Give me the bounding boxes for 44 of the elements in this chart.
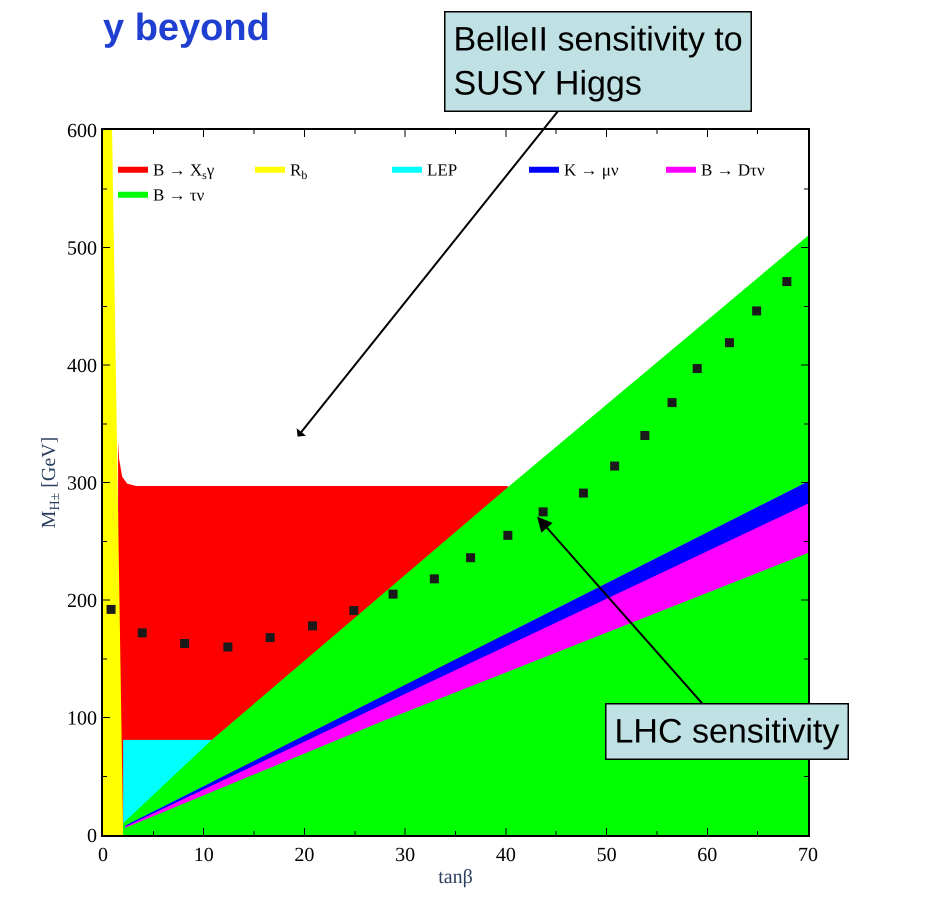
point (640, 431, 650, 440)
y-tick-label: 200 (67, 590, 97, 612)
point (223, 642, 232, 652)
y-tick-label: 0 (87, 825, 97, 847)
legend-label: R$_{b}$ (290, 160, 308, 182)
point (266, 633, 275, 642)
point (724, 338, 734, 348)
y-tick-label: 400 (67, 355, 97, 377)
x-tick-label: 20 (294, 844, 314, 866)
legend-label: LEP (427, 160, 458, 180)
point (610, 462, 620, 471)
y-tick-label: 600 (67, 120, 97, 142)
point (752, 306, 762, 316)
point (106, 604, 116, 614)
legend-label: B → Dτν (701, 160, 765, 180)
text: BelleII sensitivity to SUSY Higgs (454, 20, 743, 103)
point (668, 398, 677, 408)
x-axis-title: tanβ (438, 866, 473, 888)
point (180, 638, 190, 648)
point (782, 277, 792, 286)
x-tick-label: 10 (194, 844, 214, 866)
x-tick-label: 60 (697, 844, 718, 866)
point (578, 488, 588, 498)
chart-title: y beyond (103, 7, 270, 50)
legend-label: K → μν (564, 160, 619, 180)
annotation: LHC sensitivity (614, 712, 840, 750)
x-tick-label: 50 (596, 844, 617, 866)
x-tick-label: 40 (496, 844, 516, 866)
point (349, 606, 358, 616)
point (692, 364, 702, 374)
point (308, 621, 317, 630)
y-tick-label: 500 (67, 238, 97, 260)
x-tick-label: 70 (798, 844, 818, 866)
point (503, 530, 512, 540)
y-tick-label: 100 (67, 708, 97, 730)
y-tick-label: 300 (67, 472, 97, 494)
legend-label: B → X$_{s}$γ (153, 160, 215, 182)
point (538, 507, 548, 516)
point (466, 553, 476, 562)
point (138, 628, 147, 638)
point (430, 574, 439, 584)
legend-label: B → τν (153, 185, 205, 204)
x-tick-label: 30 (395, 844, 416, 866)
point (388, 590, 398, 599)
